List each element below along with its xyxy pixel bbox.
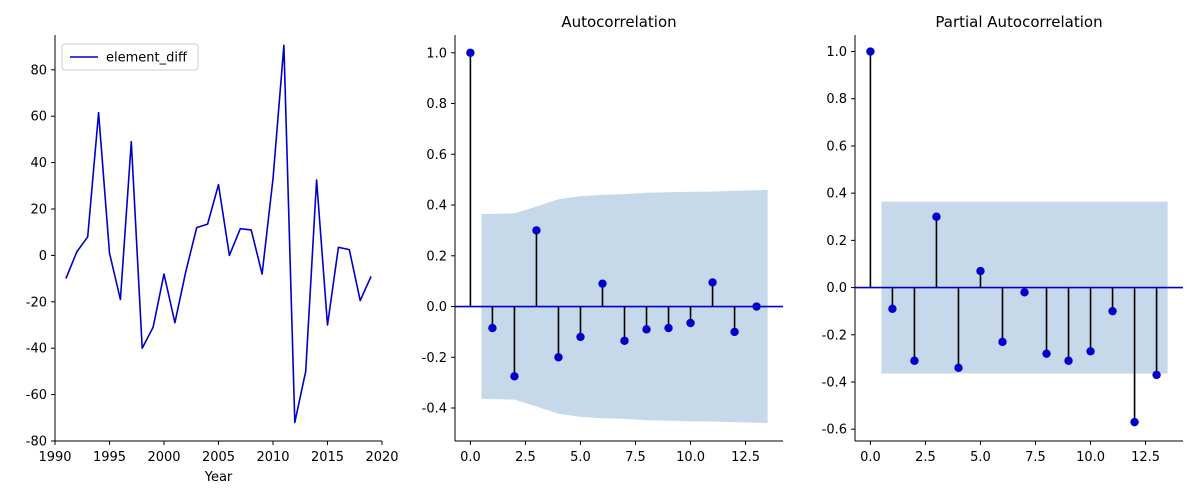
x-tick-label: 12.5 (731, 450, 760, 465)
y-tick-label: 40 (30, 156, 47, 171)
stem-marker (554, 353, 563, 362)
y-tick-label: 60 (30, 110, 47, 125)
stem-marker (620, 336, 629, 345)
stem-marker (1152, 370, 1161, 380)
acf-chart-panel: 0.0 2.5 5.0 7.5 10.0 12.5 -0.4 -0.2 0.0 0.2 0.4 0.6… (422, 13, 783, 465)
stem-marker (532, 226, 541, 235)
y-tick-label: -0.6 (822, 423, 847, 438)
x-tick-label: 0.0 (460, 450, 481, 465)
stem-marker (642, 325, 651, 334)
stem-marker (730, 327, 739, 337)
y-tick-label: 0.0 (426, 300, 447, 315)
stem-marker (888, 304, 897, 314)
x-tick-label: 2020 (365, 450, 398, 465)
stem-marker (466, 48, 475, 57)
x-tick-label: 5.0 (570, 450, 591, 465)
y-tick-label: 1.0 (426, 46, 447, 61)
y-tick-label: 0.6 (426, 148, 447, 163)
x-tick-label: 2.5 (915, 450, 936, 465)
x-tick-label: 2.5 (515, 450, 536, 465)
stem-marker (488, 323, 497, 333)
stem-marker (664, 323, 673, 333)
line-chart-panel: 1990 1995 2000 2005 2010 2015 2020 -80 -60 -40 -20… (26, 35, 399, 485)
stem-marker (1130, 417, 1139, 427)
legend-label: element_diff (106, 51, 188, 66)
y-tick-label: -80 (26, 435, 47, 450)
stem-marker (708, 278, 717, 287)
stem-marker (576, 332, 585, 342)
stem-marker (976, 266, 985, 276)
stem-marker (510, 372, 519, 381)
legend: element_diff (61, 43, 199, 71)
x-tick-label: 2000 (147, 450, 180, 465)
x-tick-label: 2010 (256, 450, 289, 465)
y-tick-label: 0.0 (826, 281, 847, 296)
x-tick-label: 12.5 (1131, 450, 1160, 465)
stem-marker (954, 363, 963, 373)
y-tick-label: 80 (30, 63, 47, 78)
stem-marker (1042, 349, 1051, 358)
x-tick-label: 2015 (311, 450, 344, 465)
x-tick-label: 5.0 (970, 450, 991, 465)
y-tick-label: -0.2 (822, 328, 847, 343)
stem-marker (932, 212, 941, 221)
y-tick-label: -0.4 (422, 402, 447, 417)
stem-marker (1020, 288, 1029, 297)
y-tick-label: -0.2 (422, 351, 447, 366)
stem-marker (998, 337, 1007, 347)
x-tick-label: 2005 (202, 450, 235, 465)
y-tick-label: 1.0 (826, 45, 847, 60)
y-tick-label: -40 (26, 342, 47, 357)
x-tick-label: 1990 (38, 450, 71, 465)
y-tick-label: 0 (39, 249, 47, 264)
chart-title: Partial Autocorrelation (935, 13, 1102, 31)
y-tick-label: -60 (26, 388, 47, 403)
x-tick-label: 7.5 (625, 450, 646, 465)
stem-marker (1086, 347, 1095, 356)
y-tick-label: 0.2 (826, 234, 847, 249)
chart-title: Autocorrelation (561, 13, 676, 31)
x-tick-label: 10.0 (1076, 450, 1105, 465)
legend-box (61, 43, 199, 71)
y-tick-label: 0.8 (826, 92, 847, 107)
y-tick-label: -20 (26, 295, 47, 310)
y-tick-label: 0.6 (826, 139, 847, 154)
stem-marker (1064, 356, 1073, 365)
y-tick-label: -0.4 (822, 375, 847, 390)
stem-marker (910, 356, 919, 365)
stem-marker (598, 279, 607, 288)
x-tick-label: 7.5 (1025, 450, 1046, 465)
x-tick-label: 1995 (93, 450, 126, 465)
y-tick-label: 20 (30, 203, 47, 218)
stem-marker (686, 318, 695, 328)
pacf-chart-panel: 0.0 2.5 5.0 7.5 10.0 12.5 -0.6 -0.4 -0.2 0.0 0.2 0.… (822, 13, 1183, 465)
stem-marker (866, 47, 875, 56)
y-tick-label: 0.4 (826, 187, 847, 202)
y-tick-label: 0.8 (426, 97, 447, 112)
x-tick-label: 10.0 (676, 450, 705, 465)
x-tick-label: 0.0 (860, 450, 881, 465)
y-tick-label: 0.4 (426, 199, 447, 214)
stem-marker (1108, 306, 1117, 316)
x-axis-label: Year (204, 470, 233, 485)
y-tick-label: 0.2 (426, 249, 447, 264)
stem-marker (752, 302, 761, 311)
element-diff-series-line (65, 44, 372, 424)
